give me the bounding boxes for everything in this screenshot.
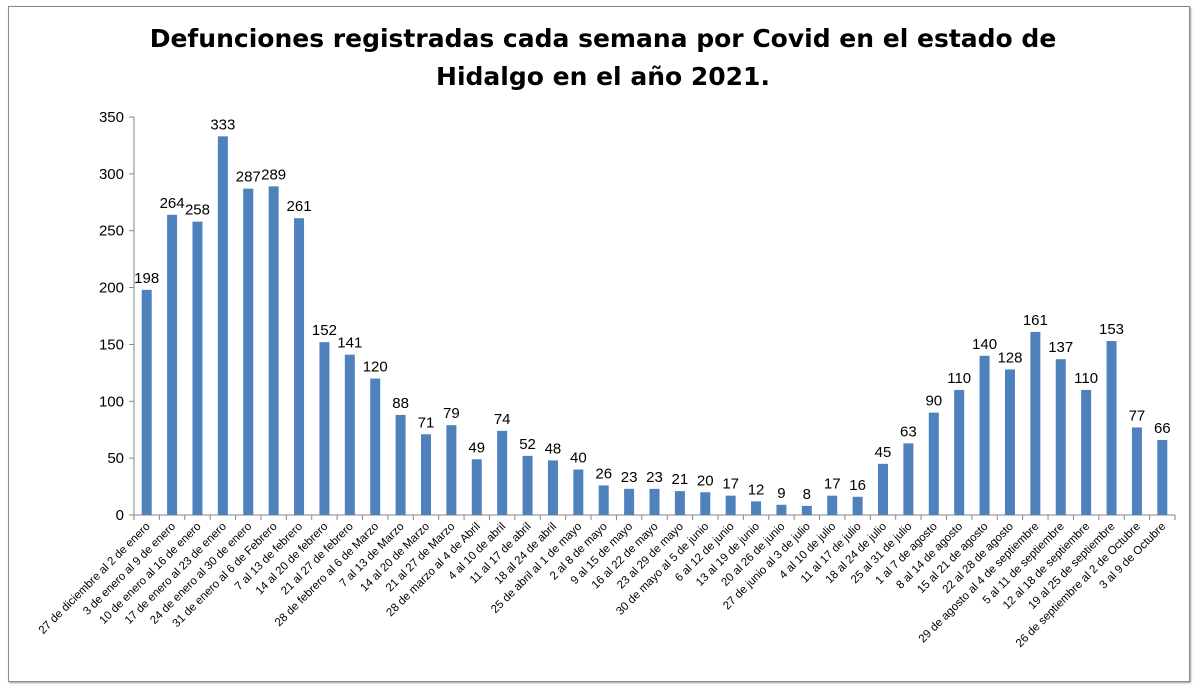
bar <box>674 491 685 515</box>
bar <box>751 501 762 515</box>
data-label: 71 <box>418 414 435 431</box>
data-label: 26 <box>595 465 612 482</box>
bar <box>1106 341 1117 515</box>
bar <box>547 460 558 515</box>
bar <box>141 289 152 515</box>
bar <box>700 492 711 515</box>
bar <box>827 495 838 515</box>
data-label: 8 <box>803 486 811 503</box>
data-label: 141 <box>337 335 362 352</box>
data-label: 258 <box>185 202 210 219</box>
bar <box>928 412 939 515</box>
y-tick-label: 350 <box>99 109 124 126</box>
bar <box>878 463 889 515</box>
data-label: 152 <box>312 322 337 339</box>
data-label: 161 <box>1023 312 1048 329</box>
data-label: 23 <box>621 469 638 486</box>
bar <box>776 504 787 515</box>
y-tick-label: 50 <box>107 450 124 467</box>
chart-title-line-2: Hidalgo en el año 2021. <box>436 62 770 91</box>
bar <box>522 455 533 515</box>
bar <box>192 221 203 516</box>
data-label: 9 <box>777 485 785 502</box>
data-label: 66 <box>1154 420 1171 437</box>
data-label: 120 <box>363 359 388 376</box>
data-label: 110 <box>1074 370 1098 387</box>
bar <box>370 378 381 515</box>
data-label: 128 <box>997 349 1022 366</box>
bar <box>243 188 254 515</box>
bar <box>598 485 609 515</box>
bar <box>268 186 279 515</box>
data-label: 198 <box>134 270 159 287</box>
y-tick-label: 0 <box>116 507 124 524</box>
data-label: 287 <box>236 169 261 186</box>
bar <box>1157 439 1168 515</box>
data-label: 52 <box>519 436 536 453</box>
data-label: 45 <box>875 444 892 461</box>
y-tick-label: 150 <box>99 336 124 353</box>
data-label: 137 <box>1048 339 1073 356</box>
data-label: 74 <box>494 411 511 428</box>
bar <box>497 430 508 515</box>
bar <box>573 469 584 515</box>
data-label: 49 <box>468 439 485 456</box>
bar <box>979 355 990 515</box>
bar <box>294 218 305 515</box>
y-tick-label: 100 <box>99 393 124 410</box>
y-tick-label: 200 <box>99 280 124 297</box>
data-label: 264 <box>160 195 185 212</box>
bar <box>1004 369 1015 515</box>
data-label: 17 <box>722 476 739 493</box>
bar <box>1131 427 1142 515</box>
data-label: 110 <box>947 370 971 387</box>
bar <box>1030 331 1041 515</box>
data-label: 88 <box>392 395 409 412</box>
bar <box>801 505 812 515</box>
chart-title-line-1: Defunciones registradas cada semana por … <box>150 24 1057 53</box>
data-label: 12 <box>748 481 765 498</box>
bar <box>903 443 914 515</box>
bar <box>344 354 355 515</box>
data-label: 63 <box>900 423 917 440</box>
bar <box>471 459 482 515</box>
bar <box>624 488 635 515</box>
data-label: 17 <box>824 476 841 493</box>
data-label: 48 <box>545 440 562 457</box>
bar <box>954 389 965 515</box>
data-label: 140 <box>972 336 997 353</box>
bar <box>420 434 431 515</box>
data-label: 77 <box>1129 407 1146 424</box>
bar <box>1055 359 1066 515</box>
data-label: 153 <box>1099 321 1124 338</box>
y-tick-label: 250 <box>99 223 124 240</box>
data-label: 16 <box>849 477 866 494</box>
bar <box>217 136 228 515</box>
data-label: 79 <box>443 405 460 422</box>
data-label: 40 <box>570 450 587 467</box>
bar <box>319 342 330 515</box>
bar <box>167 214 178 515</box>
bar <box>649 488 660 515</box>
bar <box>395 414 406 515</box>
bar <box>725 495 736 515</box>
data-label: 21 <box>672 471 689 488</box>
data-label: 333 <box>210 116 235 133</box>
chart-frame <box>8 6 1190 682</box>
bar <box>852 496 863 515</box>
data-label: 90 <box>925 393 942 410</box>
bar <box>1081 389 1092 515</box>
bar <box>446 425 457 515</box>
data-label: 261 <box>287 198 312 215</box>
data-label: 289 <box>261 166 286 183</box>
data-label: 20 <box>697 472 714 489</box>
y-tick-label: 300 <box>99 166 124 183</box>
data-label: 23 <box>646 469 663 486</box>
